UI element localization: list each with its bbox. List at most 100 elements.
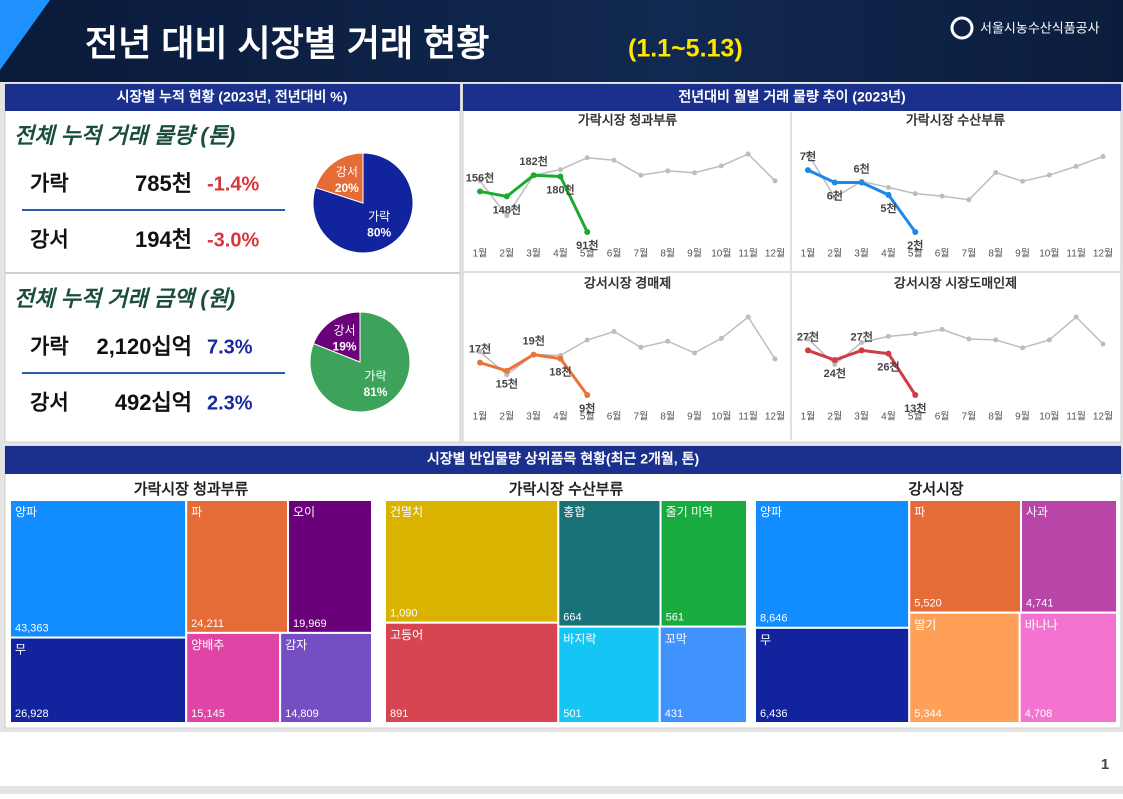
x-tick-label: 2월 (499, 411, 514, 423)
treemap-cell (9, 499, 188, 639)
x-tick-label: 8월 (988, 411, 1003, 423)
data-label: 156천 (466, 170, 494, 184)
point (557, 167, 563, 173)
cell-name: 바지락 (563, 632, 596, 646)
treemap-cell (287, 499, 373, 634)
cell-name: 딸기 (914, 618, 936, 632)
x-tick-label: 1월 (473, 411, 488, 423)
point (477, 359, 483, 366)
point (772, 356, 778, 362)
point (745, 314, 751, 320)
treemap-cell (1020, 499, 1118, 614)
point (885, 191, 892, 198)
x-tick-label: 12월 (1093, 248, 1113, 260)
cell-value: 5,520 (914, 598, 942, 610)
chart-title: 강서시장 (908, 480, 963, 498)
data-label: 13천 (904, 401, 926, 415)
x-tick-label: 2월 (499, 248, 514, 260)
cell-name: 양파 (760, 505, 782, 519)
amount: 492십억 (115, 390, 192, 415)
change: -1.4% (207, 173, 259, 195)
x-tick-label: 12월 (765, 248, 785, 260)
cell-value: 431 (665, 708, 683, 720)
point (584, 155, 590, 161)
point (477, 349, 483, 355)
point (966, 336, 972, 342)
cell-value: 43,363 (15, 622, 49, 634)
cell-value: 6,436 (760, 708, 788, 720)
point (477, 188, 483, 195)
point (993, 337, 999, 343)
point (939, 326, 945, 332)
x-tick-label: 4월 (881, 411, 896, 423)
amount: 785천 (135, 171, 192, 196)
cell-name: 홍합 (563, 505, 585, 519)
cell-name: 파 (191, 505, 202, 519)
point (718, 335, 724, 341)
cell-value: 4,741 (1026, 598, 1054, 610)
x-tick-label: 3월 (854, 411, 869, 423)
x-tick-label: 9월 (687, 248, 702, 260)
x-tick-label: 10월 (711, 248, 731, 260)
x-tick-label: 1월 (801, 411, 816, 423)
header-band (0, 0, 1123, 82)
x-tick-label: 10월 (1039, 411, 1059, 423)
treemap-heading: 시장별 반입물량 상위품목 현황(최근 2개월, 톤) (427, 451, 699, 467)
point (859, 339, 865, 345)
point (611, 329, 617, 335)
treemap-cell (557, 625, 661, 725)
x-tick-label: 10월 (711, 411, 731, 423)
org-name: 서울시농수산식품공사 (980, 20, 1100, 35)
data-label: 17천 (469, 342, 491, 356)
cell-name: 오이 (293, 505, 315, 519)
point (1020, 345, 1026, 351)
point (530, 172, 537, 179)
x-tick-label: 8월 (660, 248, 675, 260)
cell-name: 무 (15, 643, 26, 657)
point (805, 347, 811, 354)
data-label: 18천 (549, 365, 571, 379)
point (1073, 163, 1079, 169)
data-label: 6천 (827, 188, 843, 202)
series-line (807, 315, 1104, 366)
x-tick-label: 9월 (687, 411, 702, 423)
cell-name: 파 (914, 505, 925, 519)
cell-name: 사과 (1026, 505, 1048, 519)
point (912, 331, 918, 337)
chart-title: 가락시장 수산부류 (509, 480, 624, 498)
slice-value: 80% (367, 225, 391, 239)
point (692, 170, 698, 176)
x-tick-label: 9월 (1015, 248, 1030, 260)
x-tick-label: 6월 (935, 248, 950, 260)
cell-value: 1,090 (390, 608, 418, 620)
trend-heading: 전년대비 월별 거래 물량 추이 (2023년) (678, 89, 905, 105)
point (665, 338, 671, 344)
point (557, 173, 564, 180)
x-tick-label: 6월 (935, 411, 950, 423)
x-tick-label: 7월 (634, 248, 649, 260)
slice-value: 81% (363, 385, 387, 399)
amount: 194천 (135, 227, 192, 252)
treemap-cell (279, 631, 374, 724)
x-tick-label: 7월 (634, 411, 649, 423)
section-title: 전체 누적 거래 물량 (톤) (14, 123, 235, 148)
slice-name: 강서 (336, 165, 358, 179)
cell-value: 4,708 (1025, 708, 1053, 720)
data-label: 2천 (907, 238, 923, 252)
change: -3.0% (207, 229, 259, 251)
cell-name: 양배추 (191, 638, 224, 652)
point (611, 157, 617, 163)
treemap-cell (1018, 611, 1118, 724)
point (638, 172, 644, 178)
point (1020, 178, 1026, 184)
x-tick-label: 3월 (526, 411, 541, 423)
cell-name: 무 (760, 633, 771, 647)
data-label: 148천 (493, 202, 521, 216)
x-tick-label: 4월 (553, 248, 568, 260)
x-tick-label: 8월 (660, 411, 675, 423)
treemap-cell (908, 611, 1021, 724)
point (858, 347, 865, 354)
point (885, 333, 891, 339)
point (772, 178, 778, 184)
treemap-cell (658, 625, 749, 725)
